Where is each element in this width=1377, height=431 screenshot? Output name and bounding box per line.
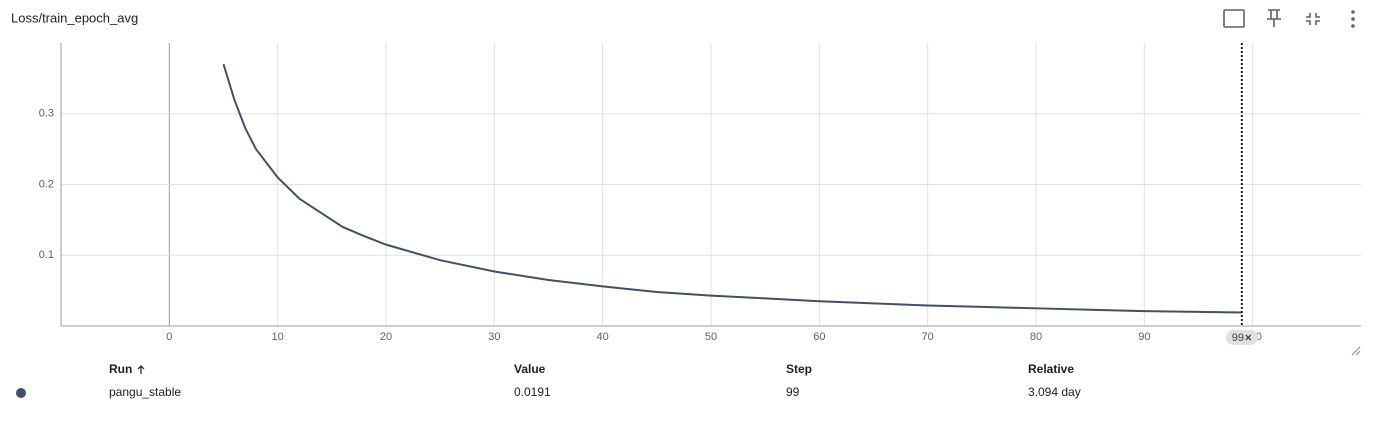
x-tick-label: 30: [488, 331, 500, 343]
pin-button[interactable]: [1267, 9, 1281, 27]
column-header[interactable]: Run: [109, 362, 132, 376]
card-title: Loss/train_epoch_avg: [11, 10, 138, 25]
cursor-badge: [1225, 330, 1258, 345]
x-tick-label: 40: [597, 331, 609, 343]
resize-handle[interactable]: [1351, 346, 1361, 356]
collapse-button[interactable]: [1306, 13, 1320, 25]
plot: 01020304050607080901000.10.20.399: [39, 43, 1361, 345]
x-tick-label: 0: [166, 331, 172, 343]
y-tick-label: 0.3: [39, 108, 54, 120]
table-cell: pangu_stable: [109, 385, 181, 399]
column-header[interactable]: Step: [786, 362, 812, 376]
x-tick-label: 90: [1138, 331, 1150, 343]
table-cell: 3.094 day: [1028, 385, 1081, 399]
x-tick-label: 70: [922, 331, 934, 343]
y-tick-label: 0.2: [39, 178, 54, 190]
y-tick-label: 0.1: [39, 249, 54, 261]
cursor-step-label: 99: [1232, 332, 1244, 344]
x-tick-label: 50: [705, 331, 717, 343]
x-tick-label: 60: [813, 331, 825, 343]
x-tick-label: 20: [380, 331, 392, 343]
table-cell: 99: [786, 385, 800, 399]
run-color-dot: [16, 388, 26, 398]
table-cell: 0.0191: [514, 385, 551, 399]
fit-domain-button[interactable]: [1223, 9, 1245, 28]
column-header[interactable]: Value: [514, 362, 546, 376]
column-header[interactable]: Relative: [1028, 362, 1074, 376]
cursor-close[interactable]: [1245, 334, 1252, 341]
x-tick-label: 10: [272, 331, 284, 343]
toolbar: [1223, 9, 1355, 28]
data-table: Run Value Step Relative pangu_stable 0.0191 99…: [16, 362, 1081, 399]
sort-arrow: [137, 365, 145, 374]
menu-button[interactable]: [1351, 10, 1355, 28]
x-tick-label: 80: [1030, 331, 1042, 343]
line-series: [222, 63, 1242, 314]
